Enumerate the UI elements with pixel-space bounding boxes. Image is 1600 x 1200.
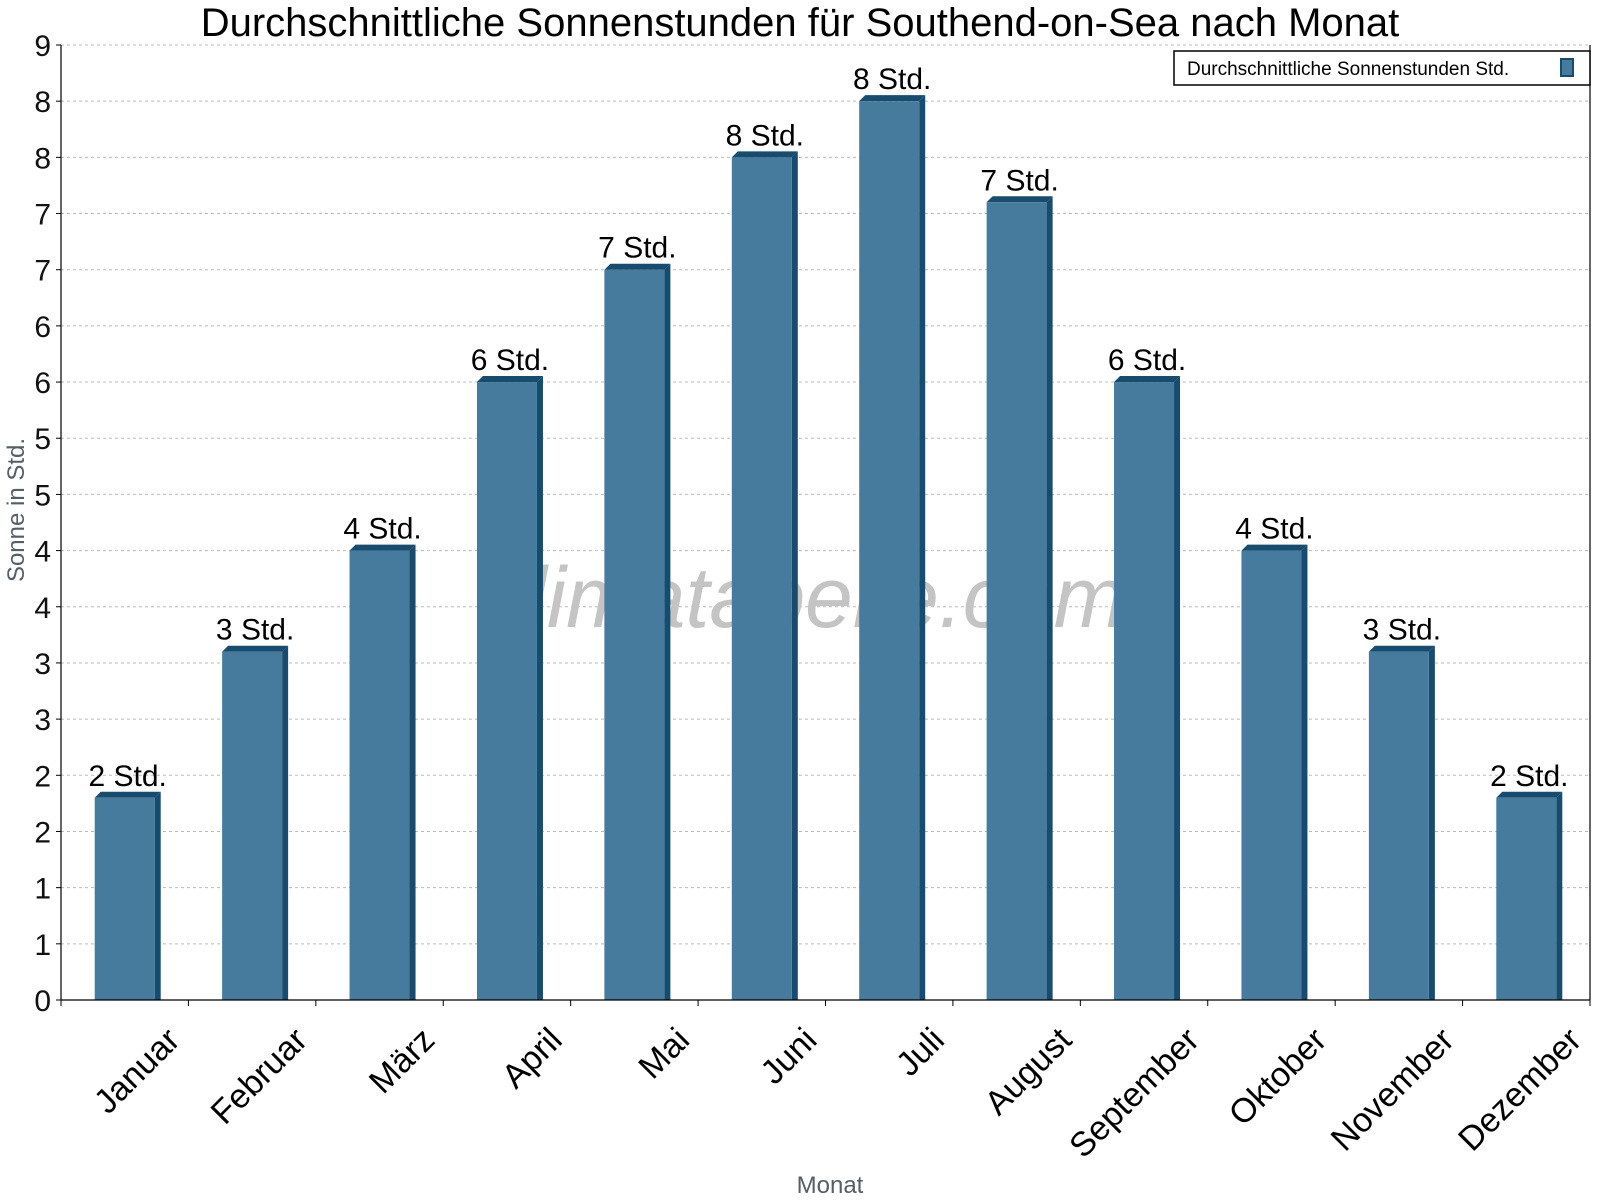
x-tick-label: Juli — [889, 1021, 952, 1084]
y-tick-label: 2 — [34, 760, 51, 793]
bar — [1496, 797, 1557, 1000]
x-tick-label: Februar — [204, 1021, 315, 1132]
legend-swatch — [1560, 58, 1574, 77]
data-label: 6 Std. — [471, 344, 549, 377]
bar — [604, 269, 665, 1000]
bars — [94, 95, 1563, 1001]
y-tick-label: 8 — [34, 142, 51, 175]
y-tick-label: 0 — [34, 985, 51, 1018]
y-tick-label: 7 — [34, 255, 51, 288]
bar-top — [222, 645, 289, 652]
bar-top — [986, 196, 1053, 203]
data-label: 3 Std. — [216, 614, 294, 647]
bar-side — [282, 645, 289, 1000]
y-tick-label: 4 — [34, 536, 51, 569]
x-axis-label: Monat — [797, 1172, 864, 1199]
x-tick-label: Oktober — [1222, 1021, 1334, 1133]
bar — [1368, 651, 1429, 1000]
bar-side — [919, 95, 926, 1001]
data-label: 3 Std. — [1363, 614, 1441, 647]
bar-top — [859, 95, 926, 102]
y-tick-label: 4 — [34, 592, 51, 625]
data-label: 2 Std. — [1490, 760, 1568, 793]
x-tick-label: Dezember — [1451, 1021, 1589, 1159]
bar-top — [476, 376, 543, 383]
bar-side — [536, 376, 543, 1000]
bar — [94, 797, 155, 1000]
y-tick-label: 5 — [34, 479, 51, 512]
bar — [731, 157, 792, 1001]
bar — [1241, 550, 1302, 1000]
data-label: 8 Std. — [726, 119, 804, 152]
y-tick-label: 3 — [34, 648, 51, 681]
y-tick-label: 3 — [34, 704, 51, 737]
x-tick-label: August — [978, 1020, 1080, 1122]
y-tick-labels: 0 1 1 2 2 3 3 4 4 5 5 6 6 7 7 8 8 9 — [34, 30, 51, 1018]
gridlines — [61, 44, 1590, 945]
bar-top — [94, 791, 161, 798]
data-label: 7 Std. — [980, 164, 1058, 197]
legend: Durchschnittliche Sonnenstunden Std. — [1173, 50, 1591, 86]
bar-top — [731, 151, 798, 158]
y-tick-label: 7 — [34, 199, 51, 232]
bar-top — [1241, 544, 1308, 551]
bar-side — [791, 151, 798, 1001]
bar — [349, 550, 410, 1000]
bar-side — [1301, 544, 1308, 1000]
x-tick-labels: Januar Februar März April Mai Juni Juli AugustS… — [87, 1020, 1589, 1165]
data-label: 4 Std. — [1235, 513, 1313, 546]
chart-title: Durchschnittliche Sonnenstunden für Sout… — [201, 1, 1400, 45]
bar — [986, 202, 1047, 1000]
data-label: 6 Std. — [1108, 344, 1186, 377]
data-labels: 2 Std. 3 Std. 4 Std. 6 Std. 7 Std. 8 Std. 8 St… — [89, 63, 1569, 793]
data-label: 2 Std. — [89, 760, 167, 793]
bar — [222, 651, 283, 1000]
y-tick-label: 6 — [34, 311, 51, 344]
legend-box — [1173, 50, 1591, 86]
x-tick-label: März — [362, 1021, 442, 1101]
x-tick-label: Mai — [631, 1021, 697, 1087]
bar-top — [1496, 791, 1563, 798]
y-tick-label: 9 — [34, 30, 51, 63]
bar-side — [1556, 791, 1563, 1000]
x-tick-label: September — [1062, 1021, 1206, 1165]
y-axis-label: Sonne in Std. — [3, 438, 30, 582]
y-tick-label: 1 — [34, 929, 51, 962]
x-tick-label: Januar — [87, 1021, 187, 1121]
data-label: 7 Std. — [598, 232, 676, 265]
data-label: 4 Std. — [343, 513, 421, 546]
bar-top — [604, 263, 671, 270]
y-tick-label: 1 — [34, 873, 51, 906]
bar-top — [1368, 645, 1435, 652]
x-tick-label: Juni — [753, 1021, 824, 1092]
x-tick-label: April — [495, 1021, 570, 1096]
bar-side — [1046, 196, 1053, 1000]
y-tick-label: 8 — [34, 86, 51, 119]
x-tick-label: November — [1324, 1021, 1462, 1159]
axes — [56, 44, 1591, 1006]
legend-entry: Durchschnittliche Sonnenstunden Std. — [1187, 59, 1509, 80]
bar-side — [154, 791, 161, 1000]
bar — [1114, 382, 1175, 1000]
y-tick-label: 6 — [34, 367, 51, 400]
y-tick-label: 5 — [34, 423, 51, 456]
bar-top — [1114, 376, 1181, 383]
bar-side — [664, 263, 671, 1000]
data-label: 8 Std. — [853, 63, 931, 96]
bar — [476, 382, 537, 1000]
bar-side — [1174, 376, 1181, 1000]
bar-side — [1428, 645, 1435, 1000]
bar — [859, 101, 920, 1001]
bar-top — [349, 544, 416, 551]
y-tick-label: 2 — [34, 816, 51, 849]
bar-side — [409, 544, 416, 1000]
